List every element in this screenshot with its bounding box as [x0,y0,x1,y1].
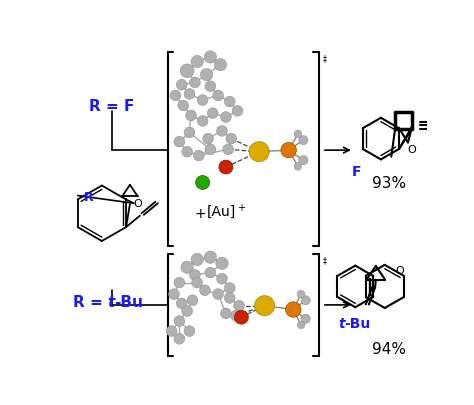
Circle shape [191,56,203,68]
Circle shape [297,321,305,329]
Circle shape [213,289,224,300]
Circle shape [176,80,187,91]
Circle shape [294,131,302,139]
Circle shape [166,326,177,337]
Circle shape [205,268,216,278]
Circle shape [174,316,185,327]
Circle shape [219,161,233,175]
Circle shape [224,97,235,108]
Circle shape [230,311,241,321]
Circle shape [187,295,198,306]
Circle shape [204,52,217,64]
Text: $^‡$: $^‡$ [322,55,328,65]
Circle shape [223,145,234,156]
Circle shape [181,261,193,274]
Text: R = F: R = F [89,99,134,114]
Circle shape [182,147,192,158]
Text: R: R [83,190,93,203]
Circle shape [235,311,248,324]
Circle shape [217,126,228,137]
Circle shape [193,151,204,162]
Circle shape [224,283,235,294]
Circle shape [297,290,305,298]
Text: $^‡$: $^‡$ [322,256,328,266]
Text: -Bu: -Bu [114,294,143,309]
Circle shape [169,289,179,300]
Circle shape [301,296,310,305]
Circle shape [249,142,269,162]
Text: 94%: 94% [372,341,406,356]
Circle shape [281,143,296,158]
Circle shape [285,302,301,318]
Circle shape [205,82,216,92]
Circle shape [197,116,208,127]
Circle shape [174,334,185,344]
Text: R =: R = [73,294,108,309]
Text: +: + [195,207,207,221]
Circle shape [299,136,308,145]
Circle shape [204,252,217,264]
Circle shape [170,91,181,102]
Text: t: t [107,294,115,309]
Circle shape [430,124,434,128]
Circle shape [216,258,228,270]
Circle shape [234,301,245,311]
Circle shape [191,254,203,266]
Text: +: + [237,202,246,213]
Circle shape [214,60,227,72]
Circle shape [192,277,202,288]
Circle shape [220,112,231,123]
Circle shape [174,137,185,148]
Circle shape [178,101,189,112]
Circle shape [174,277,185,288]
Circle shape [180,65,194,79]
Circle shape [184,90,195,100]
Circle shape [301,314,310,324]
Text: O: O [133,199,142,209]
Text: -Bu: -Bu [345,316,371,330]
Circle shape [197,96,208,106]
Text: [Au]: [Au] [207,205,236,218]
Text: t: t [338,316,345,330]
Circle shape [184,326,195,337]
Circle shape [176,298,187,309]
Circle shape [190,78,201,89]
Text: O: O [408,144,416,154]
Text: O: O [395,265,404,275]
Circle shape [224,293,235,304]
Circle shape [213,91,224,102]
Circle shape [196,176,210,190]
Circle shape [207,109,218,119]
Circle shape [205,145,216,156]
Circle shape [201,69,213,82]
Circle shape [232,106,243,117]
Circle shape [217,274,228,284]
Circle shape [186,111,196,122]
Circle shape [200,285,210,296]
Circle shape [299,156,308,165]
Circle shape [255,296,275,316]
Text: F: F [351,164,361,179]
Circle shape [184,128,195,139]
Circle shape [294,163,302,171]
Text: 93%: 93% [372,175,406,190]
Circle shape [190,270,201,281]
Circle shape [202,134,213,145]
Circle shape [226,134,237,145]
Circle shape [182,306,192,317]
Circle shape [220,308,231,319]
